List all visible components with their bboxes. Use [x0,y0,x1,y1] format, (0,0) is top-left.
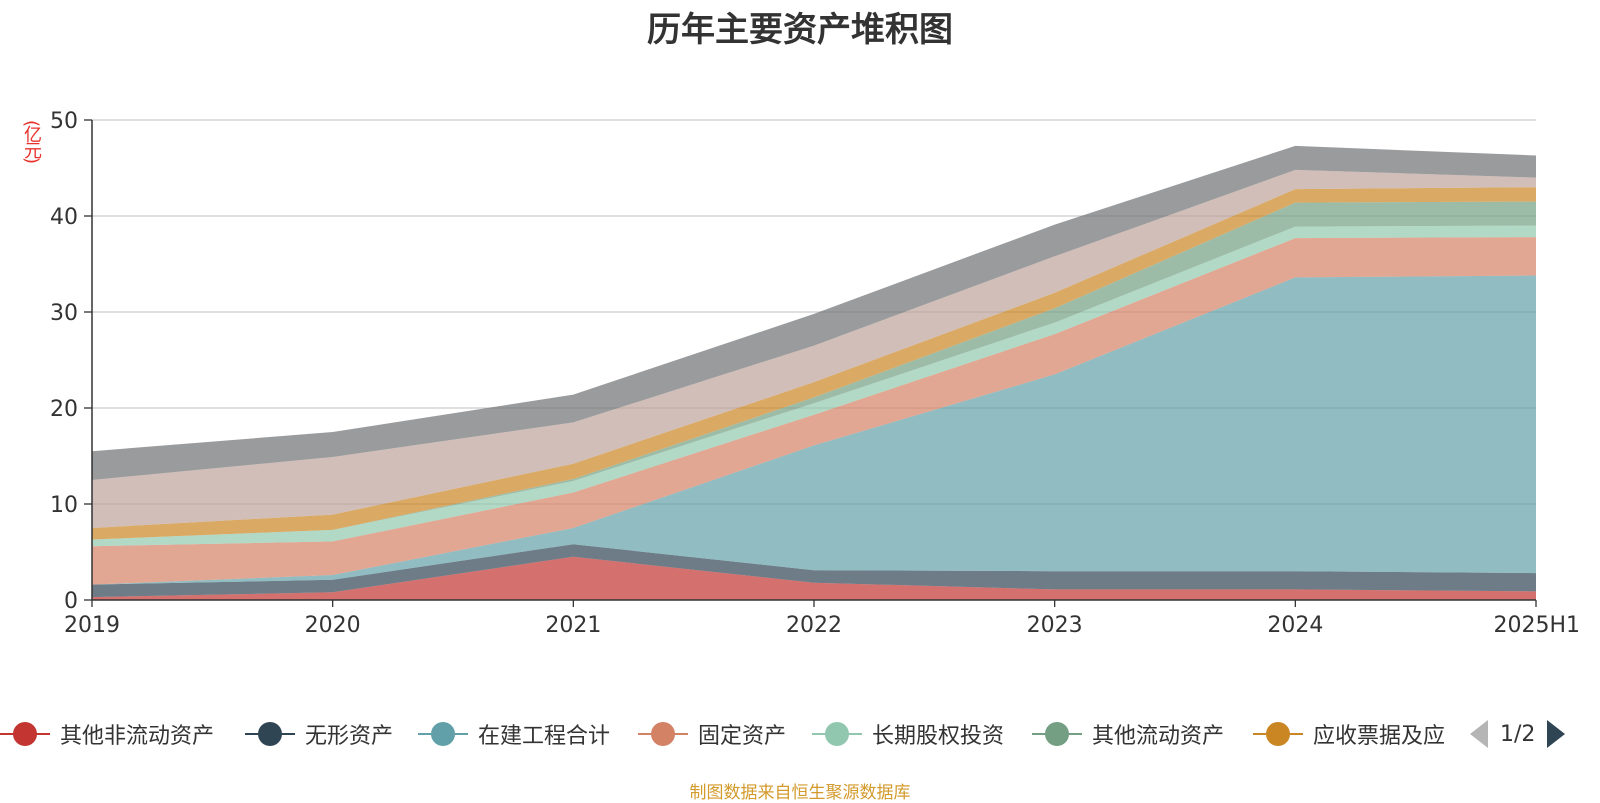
area-货币资金[interactable] [92,145,1536,480]
legend-label: 长期股权投资 [872,724,1005,749]
y-tick-label: 20 [50,397,78,422]
area-series [92,145,1536,600]
legend-marker-icon [1032,721,1082,747]
legend-item-固定资产[interactable]: 固定资产 [638,716,786,752]
area-存货[interactable] [92,169,1536,528]
chart-title: 历年主要资产堆积图 [647,10,953,50]
area-无形资产[interactable] [92,544,1536,598]
y-tick-label: 50 [50,109,78,134]
pager-prev-icon[interactable] [1470,720,1488,748]
legend-marker-icon [0,721,50,747]
legend-item-应收票据及应收账款[interactable]: 应收票据及应 [1253,716,1445,752]
y-tick-label: 10 [50,493,78,518]
y-axis-unit-label: (亿元) [21,120,42,163]
y-tick-label: 30 [50,301,78,326]
legend-item-在建工程合计[interactable]: 在建工程合计 [418,716,610,752]
axes: 0 10 20 30 40 50 2019 2020 2021 2022 2023 2024 2025H… [50,109,1580,638]
legend-marker-icon [418,721,468,747]
legend-marker-icon [245,721,295,747]
legend-marker-icon [638,721,688,747]
legend-label: 固定资产 [698,724,787,749]
legend-item-长期股权投资[interactable]: 长期股权投资 [812,716,1004,752]
legend-pager: 1/2 [1470,716,1566,752]
legend-item-其他非流动资产[interactable]: 其他非流动资产 [0,716,214,752]
area-固定资产[interactable] [92,237,1536,585]
legend-label: 其他非流动资产 [60,724,215,749]
x-tick-label: 2024 [1267,613,1323,638]
x-tick-label: 2022 [786,613,842,638]
x-tick-label: 2019 [64,613,120,638]
legend: 其他非流动资产 无形资产 在建工程合计 固定资产 长期股权投资 其他流动资产 应… [0,716,1600,752]
x-tick-label: 2020 [305,613,361,638]
legend-item-其他流动资产[interactable]: 其他流动资产 [1032,716,1224,752]
legend-marker-icon [812,721,862,747]
legend-label: 应收票据及应 [1313,724,1446,749]
pager-indicator: 1/2 [1500,721,1536,747]
legend-label: 无形资产 [305,724,394,749]
area-在建工程合计[interactable] [92,275,1536,585]
y-tick-label: 40 [50,205,78,230]
legend-label: 其他流动资产 [1092,724,1225,749]
area-其他非流动资产[interactable] [92,556,1536,600]
x-tick-label: 2021 [545,613,601,638]
y-tick-label: 0 [64,589,78,614]
data-source-note: 制图数据来自恒生聚源数据库 [689,783,911,803]
x-tick-label: 2023 [1027,613,1083,638]
pager-next-icon[interactable] [1547,720,1566,748]
x-tick-label: 2025H1 [1493,613,1580,638]
legend-label: 在建工程合计 [478,724,611,749]
legend-item-无形资产[interactable]: 无形资产 [245,716,393,752]
legend-marker-icon [1253,721,1303,747]
